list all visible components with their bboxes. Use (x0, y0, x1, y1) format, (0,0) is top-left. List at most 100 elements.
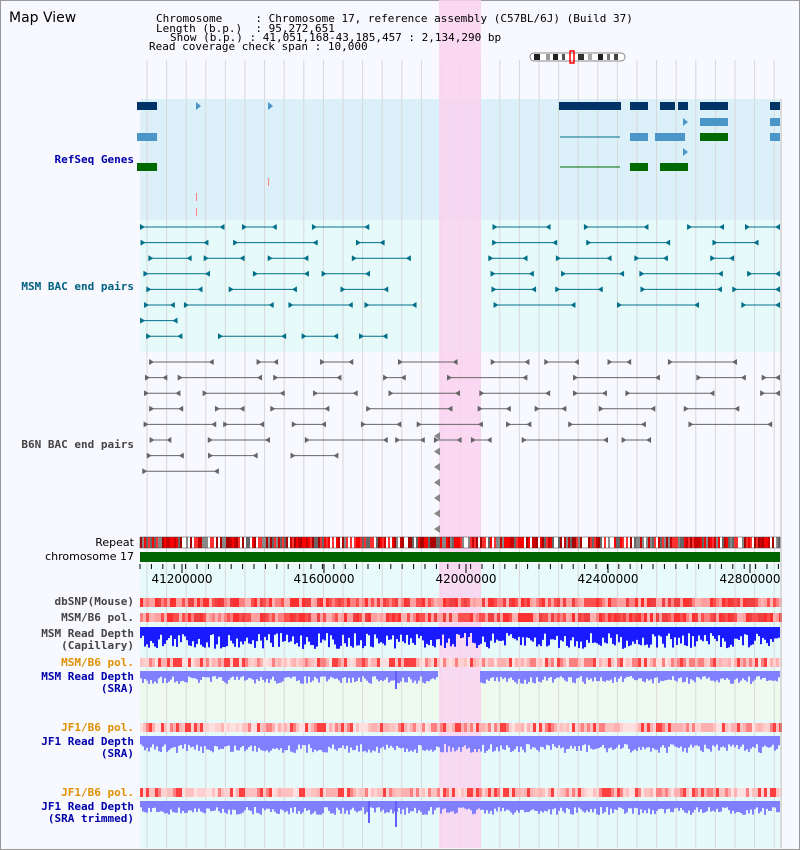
heat-cell (710, 613, 713, 622)
depth-bar (348, 736, 350, 753)
depth-bar (580, 801, 582, 810)
track-label-msm-depth-capillary[interactable]: MSM Read Depth (Capillary) (41, 628, 134, 652)
depth-bar (650, 801, 652, 815)
repeat-cell (252, 537, 254, 548)
track-label-msm-depth-sra[interactable]: MSM Read Depth (SRA) (41, 671, 134, 695)
depth-bar (286, 801, 288, 812)
track-label-msm-bac[interactable]: MSM BAC end pairs (21, 280, 134, 293)
depth-bar (736, 801, 738, 813)
depth-bar (428, 627, 430, 646)
repeat-cell (350, 537, 352, 548)
bac-end-marker (252, 452, 258, 459)
depth-bar (364, 627, 366, 647)
depth-bar (628, 801, 630, 809)
repeat-cell (260, 537, 262, 548)
heat-cell (608, 598, 611, 607)
msm-depth-sra-bars (140, 671, 780, 684)
heat-cell (257, 598, 260, 607)
depth-bar (358, 671, 360, 678)
repeat-cell (312, 537, 314, 548)
repeat-cell (508, 537, 510, 548)
bac-end-marker (411, 302, 417, 308)
heat-cell (665, 723, 668, 732)
heat-cell (401, 598, 404, 607)
repeat-cell (342, 537, 344, 548)
grid-lines (146, 60, 775, 848)
depth-bar (614, 736, 616, 750)
track-label-jf1-depth[interactable]: JF1 Read Depth (SRA) (41, 736, 134, 760)
depth-bar (182, 801, 184, 811)
heat-cell (221, 723, 224, 732)
depth-bar (742, 801, 744, 815)
depth-bar (582, 627, 584, 649)
depth-bar (194, 801, 196, 809)
repeat-cell (156, 537, 158, 548)
msm-depth-cap-line1: MSM Read Depth (41, 627, 134, 640)
depth-bar (700, 736, 702, 751)
bac-end-marker (144, 302, 150, 308)
info-show-key: Show (b.p.) (170, 31, 243, 44)
repeat-cell (674, 537, 676, 548)
heat-cell (461, 658, 464, 667)
depth-bar (770, 801, 772, 811)
depth-bar (226, 671, 228, 684)
heat-cell (656, 788, 659, 797)
heat-cell (755, 613, 758, 622)
track-label-jf1-pol[interactable]: JF1/B6 pol. (61, 721, 134, 734)
track-label-b6n-bac[interactable]: B6N BAC end pairs (21, 438, 134, 451)
bac-end-marker (583, 224, 589, 230)
depth-bar (302, 671, 304, 684)
track-label-msm-pol-sra[interactable]: MSM/B6 pol. (61, 656, 134, 669)
bac-end-marker (359, 333, 365, 340)
heat-cell (665, 598, 668, 607)
bac-end-marker (597, 286, 603, 293)
heat-cell (476, 723, 479, 732)
heat-cell (527, 613, 530, 622)
bac-end-marker (683, 405, 689, 412)
depth-bar (722, 627, 724, 639)
track-label-jf1-pol-trim[interactable]: JF1/B6 pol. (61, 786, 134, 799)
heat-cell (617, 788, 620, 797)
repeat-cell (738, 537, 740, 548)
heat-cell (509, 598, 512, 607)
depth-bar (208, 627, 210, 648)
depth-bar (694, 801, 696, 810)
heat-cell (665, 613, 668, 622)
depth-bar (304, 627, 306, 645)
depth-bar (548, 671, 550, 678)
depth-bar (440, 627, 442, 646)
depth-bar (278, 671, 280, 683)
heat-cell (179, 788, 182, 797)
bac-end-marker (177, 374, 183, 381)
depth-bar (480, 736, 482, 752)
heat-cell (299, 723, 302, 732)
depth-bar (692, 627, 694, 637)
heat-cell (302, 658, 305, 667)
depth-bar (404, 736, 406, 753)
heat-cell (668, 598, 671, 607)
heat-cell (446, 598, 449, 607)
bac-end-marker (665, 239, 671, 246)
depth-bar (480, 671, 482, 683)
heat-cell (575, 788, 578, 797)
depth-bar (700, 801, 702, 810)
track-label-jf1-depth-trimmed[interactable]: JF1 Read Depth (SRA trimmed) (41, 801, 134, 825)
depth-bar (734, 627, 736, 639)
depth-bar (326, 736, 328, 753)
heat-cell (263, 788, 266, 797)
bac-end-marker (364, 270, 370, 277)
heat-cell (395, 613, 398, 622)
repeat-cell (346, 537, 348, 548)
depth-bar (322, 671, 324, 677)
heat-cell (539, 658, 542, 667)
repeat-cell (574, 537, 576, 548)
track-label-msm-pol[interactable]: MSM/B6 pol. (61, 611, 134, 624)
heat-cell (470, 788, 473, 797)
heat-cell (323, 723, 326, 732)
depth-bar (512, 671, 514, 681)
depth-bar (478, 801, 480, 809)
track-label-refseq[interactable]: RefSeq Genes (54, 153, 134, 166)
heat-cell (146, 788, 149, 797)
track-label-dbsnp[interactable]: dbSNP(Mouse) (54, 595, 134, 608)
